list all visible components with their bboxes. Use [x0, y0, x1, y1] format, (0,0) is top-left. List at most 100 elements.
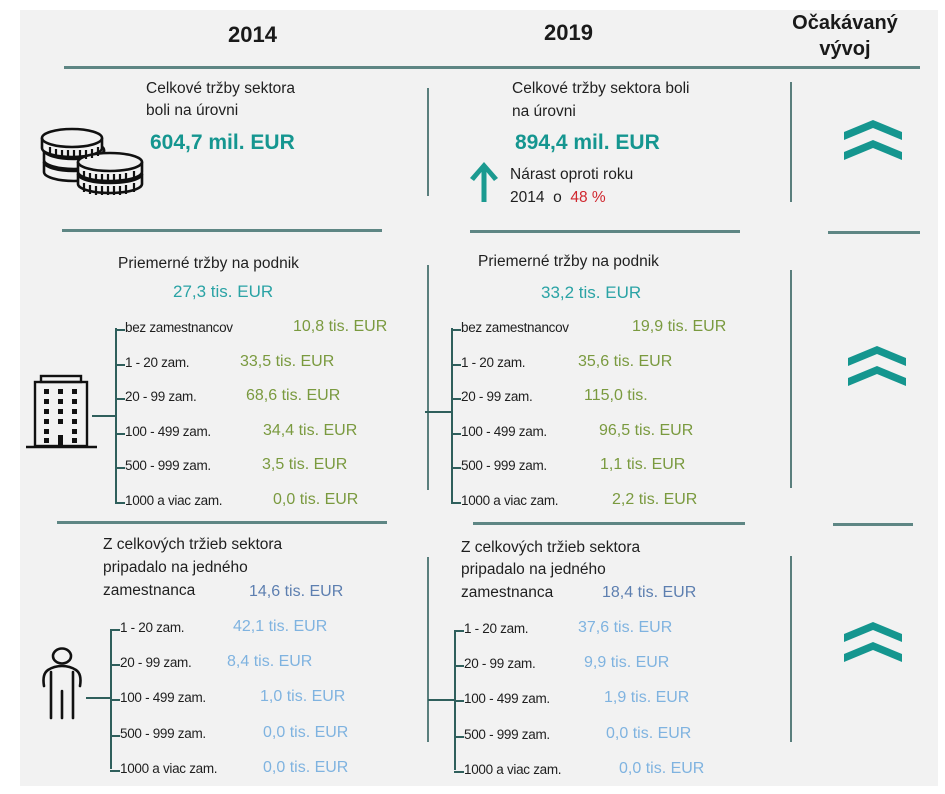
tree-row-value: 96,5 tis. EUR [599, 421, 694, 439]
per-employee-2014-title-line1: Z celkových tržieb sektora [103, 536, 283, 553]
column-header-2014: 2014 [228, 22, 277, 47]
tree-row-label: 1000 a viac zam. [464, 761, 562, 777]
tree-branch [115, 432, 125, 435]
tree-row-label: 20 - 99 zam. [120, 655, 192, 671]
column-separator-2-section3 [790, 556, 792, 742]
tree-branch [451, 363, 461, 366]
tree-trunk [454, 630, 456, 770]
tree-row-value: 1,9 tis. EUR [604, 689, 690, 707]
column-separator-1-section3 [427, 557, 429, 742]
double-chevron-up-icon [848, 346, 906, 386]
section-divider-2014 [62, 229, 382, 232]
tree-row-label: bez zamestnancov [461, 320, 569, 335]
tree-row-value: 68,6 tis. EUR [246, 387, 341, 405]
total-revenue-2014-label-line1: Celkové tržby sektora [146, 80, 296, 97]
tree-row-value: 8,4 tis. EUR [227, 653, 313, 671]
tree-row-label: 100 - 499 zam. [461, 423, 547, 439]
tree-row-label: 1000 a viac zam. [461, 493, 559, 508]
growth-label-prefix: 2014 o [510, 189, 562, 206]
tree-row-value: 19,9 tis. EUR [632, 318, 727, 335]
tree-branch [451, 467, 461, 470]
column-separator-2-section1 [790, 82, 792, 202]
per-employee-2014-title-line2: pripadalo na jedného [103, 559, 248, 576]
total-revenue-2014-label-line2: boli na úrovni [146, 102, 239, 119]
column-header-trend-line1: Očakávaný [792, 12, 898, 34]
double-chevron-up-icon [844, 622, 902, 662]
per-employee-2019-title-line2: pripadalo na jedného [461, 561, 606, 578]
tree-row-value: 2,2 tis. EUR [612, 491, 698, 508]
tree-row-label: 1 - 20 zam. [461, 354, 526, 370]
tree-row-value: 33,5 tis. EUR [240, 352, 335, 370]
coins-icon [40, 127, 144, 195]
tree-row-value: 3,5 tis. EUR [262, 456, 348, 474]
total-revenue-2019-label-line2: na úrovni [512, 103, 576, 120]
avg-revenue-2019-title: Priemerné tržby na podnik [478, 253, 659, 270]
tree-row-value: 0,0 tis. EUR [619, 759, 705, 777]
tree-row-value: 1,1 tis. EUR [600, 456, 686, 474]
growth-label-line2: 2014 o 48 % [510, 189, 606, 207]
tree-row-label: 1000 a viac zam. [120, 760, 218, 776]
total-revenue-2019-label-line1: Celkové tržby sektora boli [512, 80, 690, 97]
tree-row-label: 1 - 20 zam. [464, 621, 529, 636]
tree-row-label: 20 - 99 zam. [125, 389, 197, 405]
per-employee-2019-title-line3: zamestnanca [461, 584, 554, 601]
growth-label-line1: Nárast oproti roku [510, 166, 634, 183]
tree-branch [115, 363, 125, 366]
tree-branch [454, 770, 464, 773]
tree-branch [454, 630, 464, 632]
tree-branch [454, 700, 464, 703]
tree-row-label: 500 - 999 zam. [120, 725, 206, 741]
arrow-up-icon [470, 162, 498, 202]
tree-row-label: 20 - 99 zam. [461, 389, 533, 405]
section-divider-trend [833, 523, 913, 526]
tree-row-label: 500 - 999 zam. [464, 726, 550, 742]
tree-row-label: 1 - 20 zam. [120, 620, 185, 635]
section-divider-2019 [473, 522, 745, 525]
tree-row-value: 0,0 tis. EUR [263, 758, 349, 776]
total-revenue-2014-value: 604,7 mil. EUR [150, 131, 295, 154]
tree-branch [110, 769, 120, 772]
column-header-2019: 2019 [544, 20, 593, 45]
tree-row-label: 100 - 499 zam. [464, 691, 550, 707]
header-divider [64, 66, 920, 69]
per-employee-2019-value: 18,4 tis. EUR [602, 584, 697, 601]
tree-branch [115, 329, 125, 331]
tree-branch [451, 432, 461, 435]
tree-connector [428, 699, 454, 701]
tree-branch [115, 502, 125, 504]
tree-row-label: 500 - 999 zam. [125, 458, 211, 474]
column-separator-1-section1 [427, 88, 429, 196]
tree-row-label: 1000 a viac zam. [125, 493, 223, 508]
tree-row-value: 34,4 tis. EUR [263, 421, 358, 439]
tree-connector [86, 697, 110, 699]
tree-branch [110, 629, 120, 631]
tree-branch [454, 665, 464, 668]
section-divider-2014 [57, 521, 387, 524]
per-employee-2019-title-line1: Z celkových tržieb sektora [461, 539, 641, 556]
tree-branch [115, 467, 125, 470]
column-header-trend-line2: vývoj [819, 38, 871, 60]
person-icon [42, 647, 82, 720]
column-header-trend: Očakávaný vývoj [780, 10, 910, 62]
tree-row-value: 42,1 tis. EUR [233, 618, 328, 635]
tree-row-value: 0,0 tis. EUR [606, 724, 692, 742]
tree-row-value: 0,0 tis. EUR [263, 723, 349, 741]
column-separator-2-section2 [790, 270, 792, 488]
per-employee-2014-value: 14,6 tis. EUR [249, 583, 344, 600]
tree-branch [110, 664, 120, 667]
avg-revenue-2014-title: Priemerné tržby na podnik [118, 255, 299, 272]
tree-row-value: 115,0 tis. [584, 387, 648, 405]
tree-row-value: 9,9 tis. EUR [584, 654, 670, 672]
tree-branch [110, 699, 120, 702]
double-chevron-up-icon [844, 120, 902, 160]
tree-connector [425, 411, 452, 413]
tree-row-value: 1,0 tis. EUR [260, 688, 346, 706]
tree-row-label: 20 - 99 zam. [464, 656, 536, 672]
tree-branch [110, 734, 120, 737]
tree-connector [92, 415, 116, 417]
avg-revenue-2019-value: 33,2 tis. EUR [541, 283, 642, 302]
tree-row-value: 10,8 tis. EUR [293, 318, 388, 335]
tree-row-label: 1 - 20 zam. [125, 354, 190, 370]
total-revenue-2019-value: 894,4 mil. EUR [515, 131, 660, 154]
tree-row-value: 37,6 tis. EUR [578, 619, 673, 636]
